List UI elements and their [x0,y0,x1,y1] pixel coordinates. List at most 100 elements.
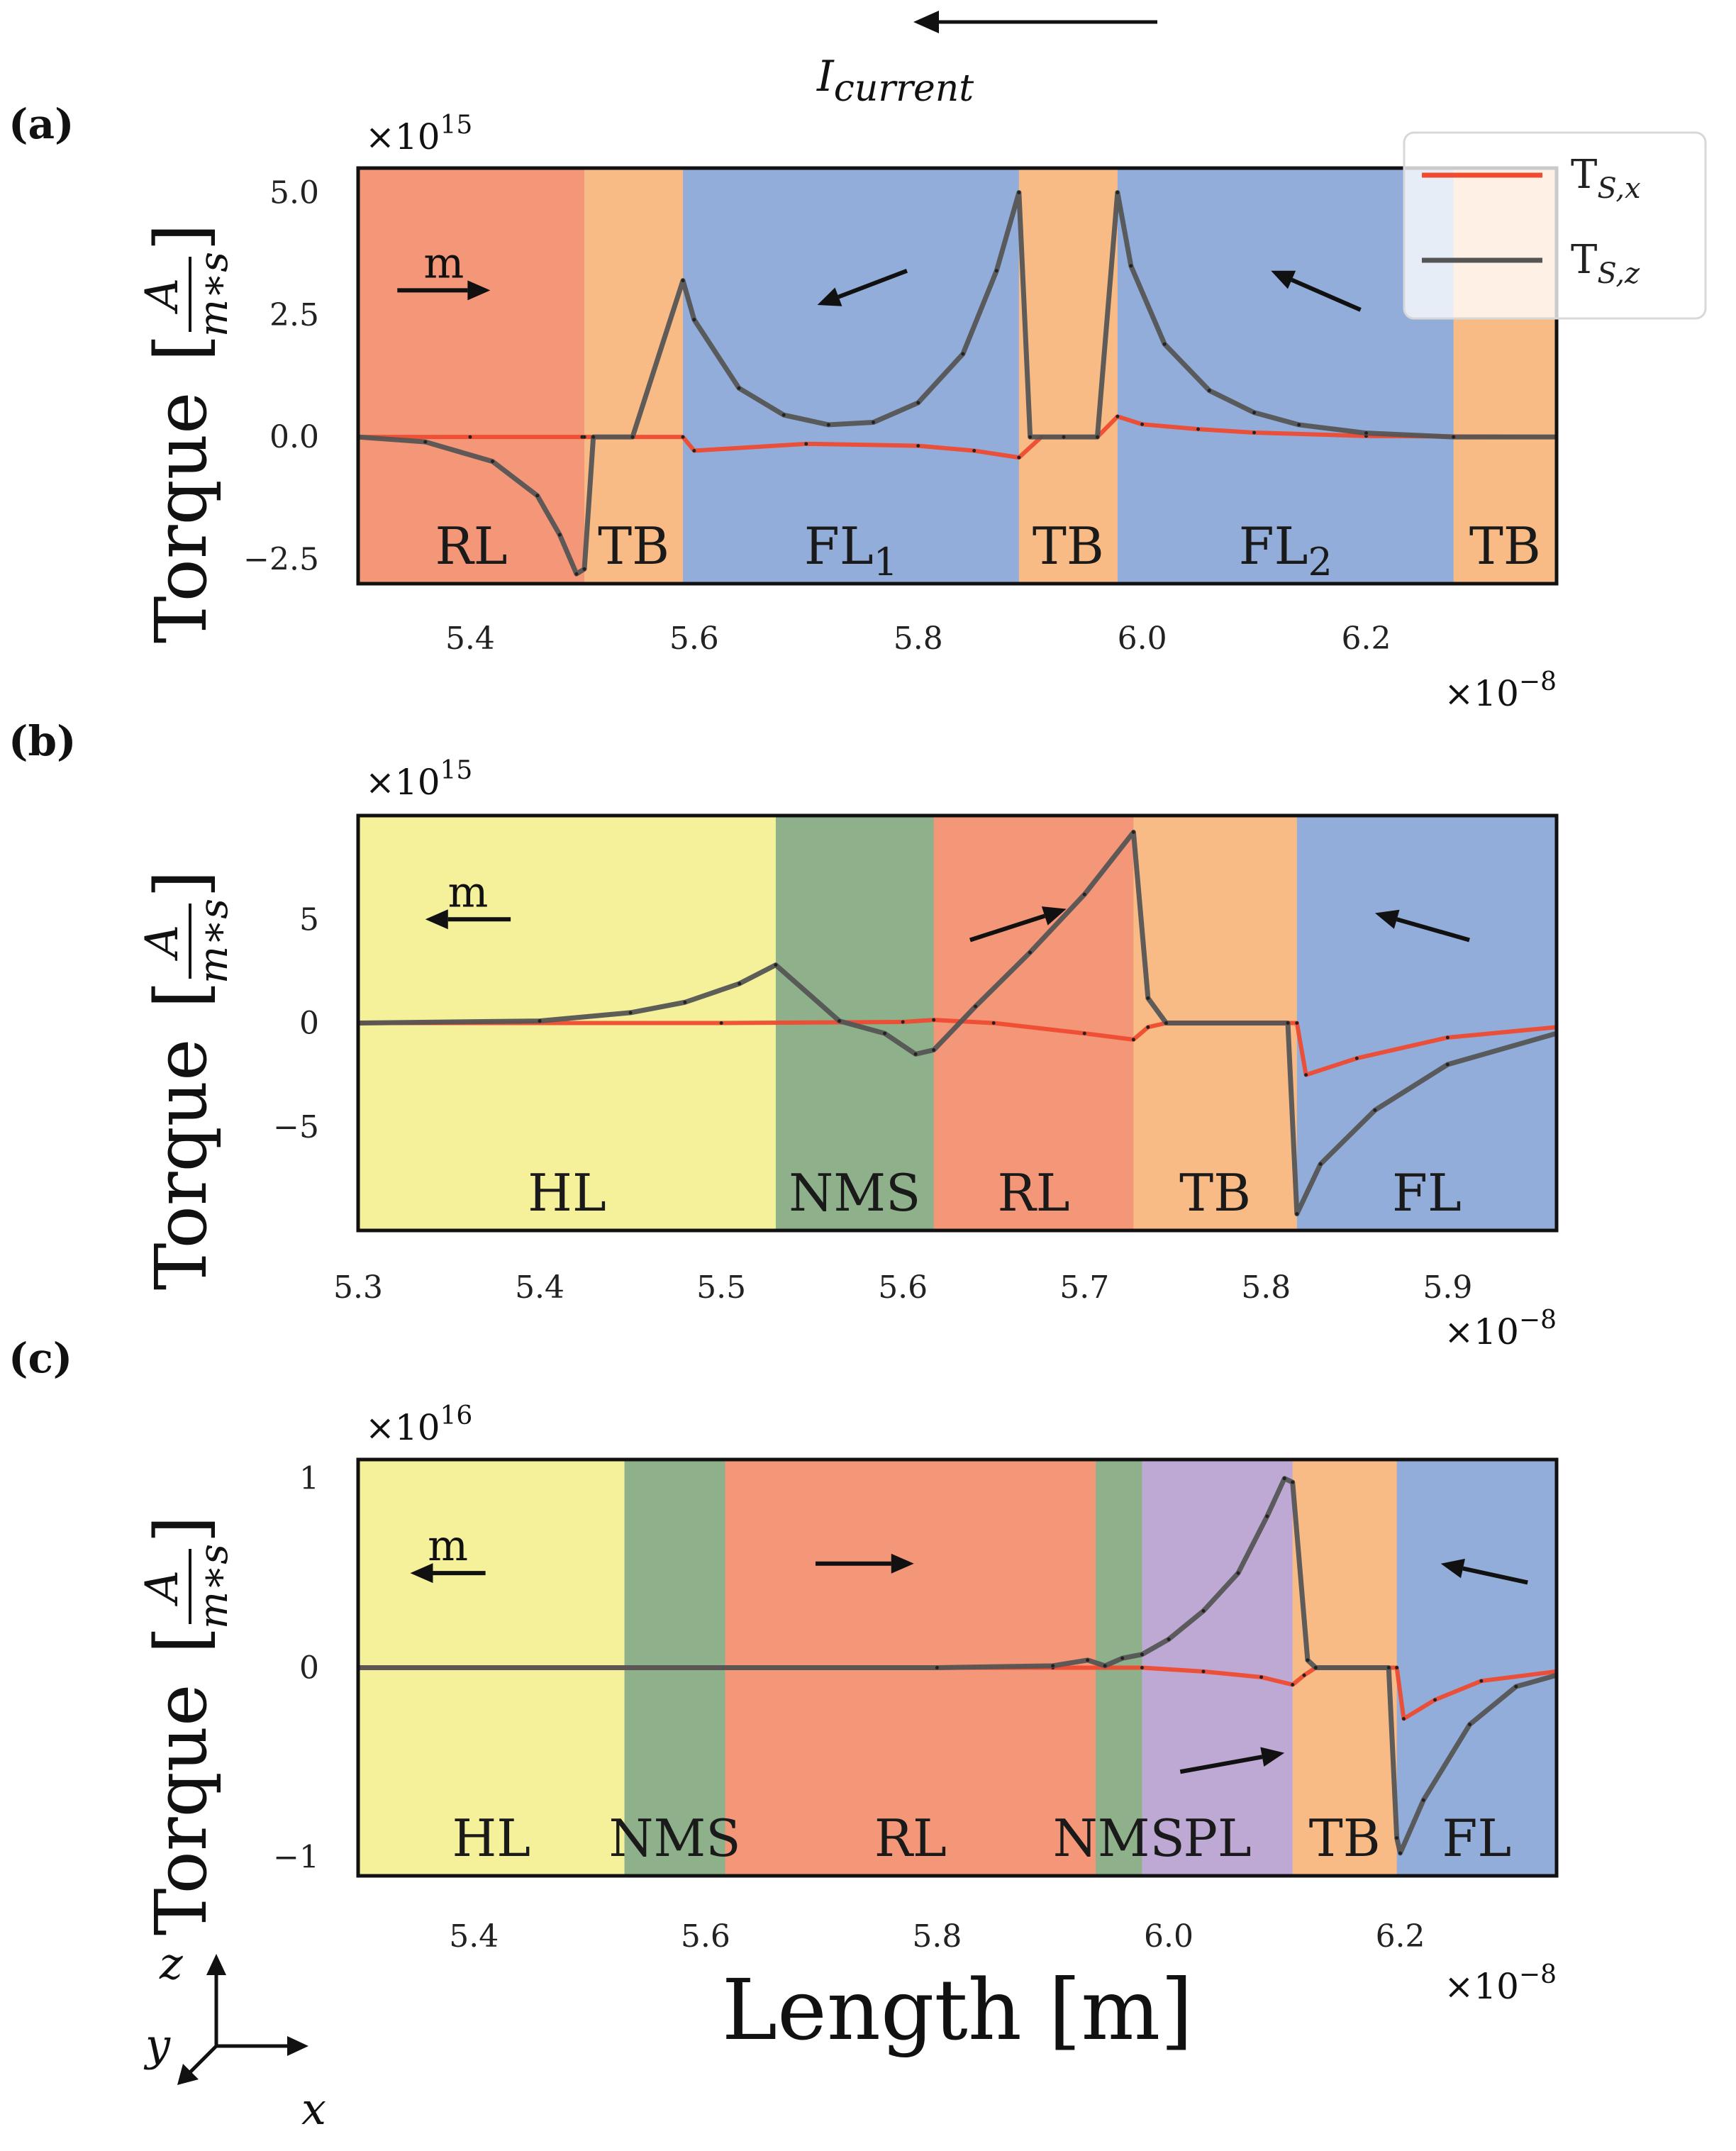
data-point [557,533,562,537]
y-tick-label: −1 [273,1839,319,1875]
data-point [961,352,965,356]
x-tick-label: 6.2 [1376,1918,1425,1955]
data-point [1398,1851,1403,1855]
panel-letter: (c) [9,1334,72,1382]
y-exponent-power: 15 [440,756,473,785]
regions [358,168,1557,584]
data-point [974,1004,978,1008]
data-point [1028,950,1032,955]
data-point [1140,1652,1144,1657]
region-label-main: NMS [789,1163,920,1223]
x-tick-label: 5.4 [449,1918,499,1955]
x-tick-label: 5.5 [696,1269,746,1306]
data-point [1115,414,1120,418]
y-tick-label: 0 [299,1650,319,1686]
region-fl [1117,168,1454,584]
x-tick-label: 5.9 [1423,1269,1472,1306]
data-point [1140,1666,1144,1669]
legend-tsx-label: TS,x [1571,152,1641,205]
data-point [1146,1025,1150,1029]
magnetization-arrow [838,268,908,299]
plot-frame [356,1457,1559,1878]
region-label-fl: FL1 [804,516,898,584]
region-label-nms: NMS [609,1808,741,1868]
region-label-tb: TB [598,516,669,576]
y-axis-label: Torque [A m∗s] [136,223,237,643]
magnetization-arrow [1396,917,1470,943]
magnetization-label: m [428,1521,468,1571]
data-point [1167,1637,1171,1641]
data-point [1291,1480,1295,1484]
magnetization-arrow [1291,277,1362,312]
y-tick-label: −5 [273,1109,319,1145]
magnetization-arrowhead [1041,906,1067,926]
legend-label-main: T [1571,237,1597,283]
region-label-rl: RL [435,516,508,576]
x-tick-label: 6.2 [1342,621,1391,657]
data-point [1295,1021,1299,1025]
y-exponent-power: 15 [440,111,473,140]
magnetization-arrowhead [817,287,842,306]
x-tick-label: 5.8 [912,1918,962,1955]
data-point [1265,1514,1269,1518]
data-point [1086,1658,1090,1662]
data-point [826,423,830,427]
data-point [1201,1608,1206,1613]
data-point [582,567,586,571]
region-label-main: FL [1392,1163,1462,1223]
data-point [737,386,741,390]
magnetization-arrow [1179,1755,1263,1774]
series-group [358,829,1557,1217]
magnetization-arrowhead [1374,909,1400,929]
legend-tsz-label: TS,z [1571,237,1640,290]
plot-frame [356,813,1559,1233]
data-point [1421,1798,1425,1802]
y-axis-units-num: A [136,278,189,314]
x-exponent-base: ×10 [1444,673,1519,714]
x-exponent-power: −8 [1519,1306,1557,1335]
data-point [683,1000,687,1004]
data-point [901,1020,905,1024]
data-point [883,1031,887,1035]
data-point [491,460,495,464]
region-label-hl: HL [452,1808,530,1868]
data-point [1318,1162,1323,1166]
data-point [1286,1021,1290,1025]
region-fl [1396,1460,1557,1876]
region-label-tb: TB [1469,516,1541,576]
data-point [681,435,685,439]
y-tick-label: 2.5 [269,297,319,333]
data-point [1207,389,1211,393]
data-point [916,401,920,405]
y-tick-label: −2.5 [243,542,319,578]
x-tick-label: 5.6 [669,621,719,657]
data-point [1306,1658,1310,1662]
x-exponent-power: −8 [1519,667,1557,696]
data-point [1252,411,1257,415]
y-axis-label-text: Torque [140,1039,223,1291]
triad-y-label: y [143,2019,171,2071]
x-exponent-base: ×10 [1444,1311,1519,1352]
y-axis-units-num: A [136,1570,189,1606]
data-point [628,1011,633,1015]
x-exponent-base: ×10 [1444,1966,1519,2007]
data-point [1395,1666,1399,1669]
region-fl [1296,816,1557,1230]
data-point [719,1021,723,1025]
data-point [1252,430,1257,435]
x-tick-label: 5.8 [894,621,943,657]
data-point [1354,1056,1359,1060]
region-label-nms: NMS [1053,1808,1185,1868]
y-axis-bracket-close: ] [140,223,223,251]
region-label-main: RL [998,1163,1070,1223]
magnetization-arrow [1462,1566,1528,1585]
data-point [538,1019,542,1023]
data-point [1291,1683,1295,1687]
region-label-tb: TB [1309,1808,1381,1868]
y-tick-label: 0 [299,1006,319,1042]
y-axis-bracket-open: [ [140,334,223,362]
series-tsx-line [358,1018,1557,1077]
data-point [1302,1673,1306,1677]
triad-x-arrowhead [287,2036,308,2056]
